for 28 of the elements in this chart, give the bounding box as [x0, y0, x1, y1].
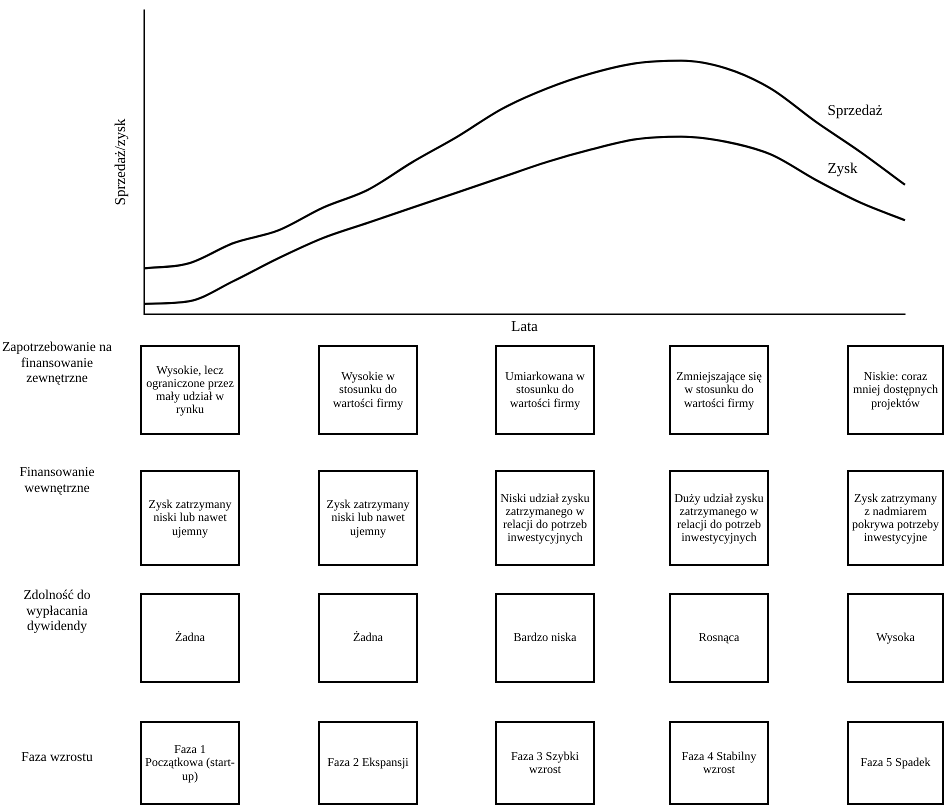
series-label: Sprzedaż: [827, 102, 883, 119]
text: Wysokie, lecz ograniczone przez mały udział w rynku: [140, 345, 240, 435]
text: Bardzo niska: [495, 593, 595, 683]
text: Żadna: [140, 593, 240, 683]
y-axis-title: Sprzedaż/zysk: [112, 118, 129, 206]
text: Zysk zatrzymany niski lub nawet ujemny: [140, 470, 240, 566]
text: Zapotrzebowanie na finansowanie zewnętrzne: [1, 339, 113, 388]
text: Faza wzrostu: [20, 748, 94, 766]
text: Duży udział zysku zatrzymanego w relacji do potrzeb inwestycyjnych: [669, 470, 769, 566]
text: Niskie: coraz mniej dostępnych projektów: [847, 345, 944, 435]
text: Zmniejszające się w stosunku do wartości firmy: [669, 345, 769, 435]
text: Finansowanie wewnętrzne: [18, 464, 96, 497]
text: Faza 3 Szybki wzrost: [495, 721, 595, 805]
series-label: Zysk: [827, 161, 858, 178]
text: Zysk zatrzymany niski lub nawet ujemny: [318, 470, 418, 566]
text: Wysoka: [847, 593, 944, 683]
text: Rosnąca: [669, 593, 769, 683]
text: Zdolność do wypłacania dywidendy: [22, 587, 92, 636]
text: Niski udział zysku zatrzymanego w relacji do potrzeb inwestycyjnych: [495, 470, 595, 566]
text: Wysokie w stosunku do wartości firmy: [318, 345, 418, 435]
x-axis-title: Lata: [511, 318, 538, 335]
text: Żadna: [318, 593, 418, 683]
text: Faza 2 Ekspansji: [318, 721, 418, 805]
text: Zysk zatrzymany z nadmiarem pokrywa potrzeby inwestycyjne: [847, 470, 944, 566]
text: Umiarkowana w stosunku do wartości firmy: [495, 345, 595, 435]
text: Faza 1 Początkowa (start-up): [140, 721, 240, 805]
text: Faza 5 Spadek: [847, 721, 944, 805]
text: Faza 4 Stabilny wzrost: [669, 721, 769, 805]
